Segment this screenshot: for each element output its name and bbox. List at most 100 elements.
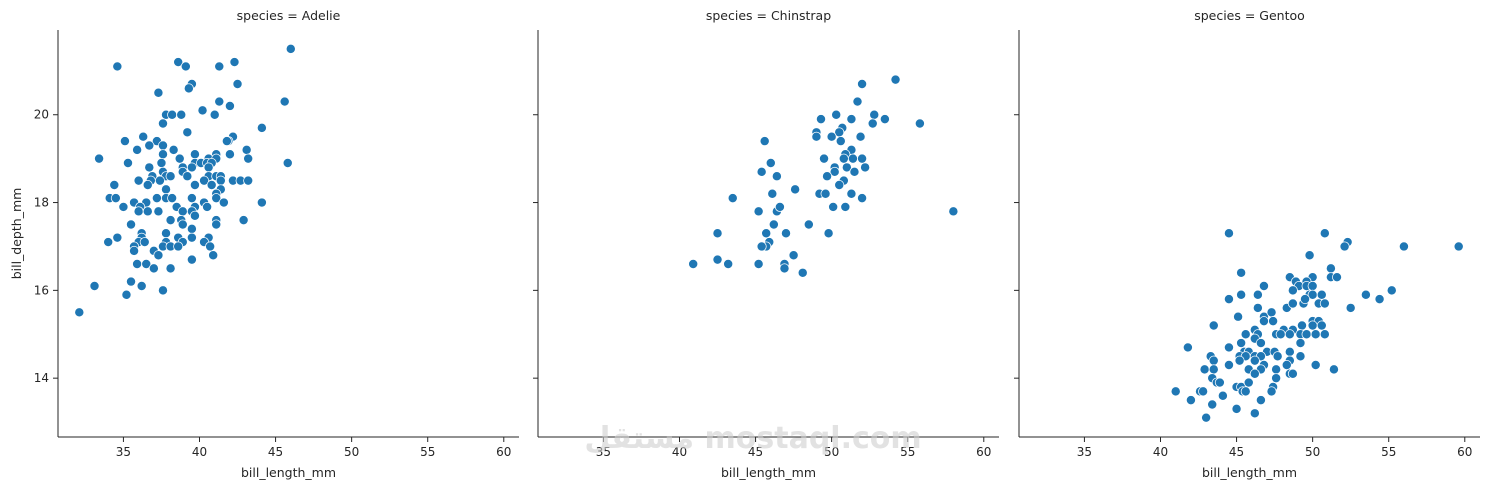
data-point [1231, 403, 1242, 414]
data-point [765, 158, 776, 169]
data-point [206, 180, 217, 190]
data-point [153, 206, 164, 217]
data-point [132, 144, 143, 155]
data-point [189, 149, 200, 160]
data-point [1310, 360, 1321, 370]
data-point [1271, 373, 1282, 384]
data-point [1252, 302, 1263, 313]
facet-panel-2: species = Gentoo 35 40 45 50 55 60 bill_length_… [1014, 8, 1480, 480]
data-point [205, 241, 216, 252]
data-point [202, 201, 213, 212]
data-point [186, 223, 197, 234]
data-point [243, 175, 254, 186]
data-point [1185, 395, 1196, 406]
data-point [168, 144, 179, 155]
data-point [112, 61, 123, 72]
data-point [151, 193, 162, 204]
data-point [1207, 399, 1218, 410]
x-tick-label: 60 [976, 445, 991, 459]
data-point [1345, 302, 1356, 313]
data-point [816, 114, 826, 125]
data-point [1255, 395, 1266, 406]
y-tick-label: 20 [34, 108, 49, 122]
data-point [834, 180, 845, 190]
data-point [1223, 228, 1234, 239]
data-point [109, 180, 120, 190]
data-point [849, 166, 860, 177]
data-point [1319, 228, 1330, 239]
x-tick-label: 45 [268, 445, 283, 459]
data-point [1234, 355, 1245, 366]
x-axis-label: bill_length_mm [1202, 465, 1297, 480]
data-point [1301, 329, 1312, 340]
data-point [1233, 311, 1244, 322]
data-point [790, 184, 801, 195]
data-point [165, 215, 176, 226]
x-tick-label: 35 [596, 445, 611, 459]
data-point [203, 162, 214, 173]
x-tick-label: 55 [900, 445, 915, 459]
data-point [158, 118, 168, 129]
data-point [879, 114, 890, 125]
data-point [241, 144, 252, 155]
data-point [1316, 320, 1327, 331]
x-tick-label: 40 [192, 445, 207, 459]
data-point [211, 219, 222, 230]
data-point [224, 100, 235, 111]
data-point [136, 280, 147, 291]
x-tick-label: 50 [824, 445, 839, 459]
data-point [177, 219, 188, 230]
data-point [838, 153, 849, 164]
data-point [1208, 320, 1219, 331]
data-point [1217, 390, 1228, 401]
data-point [1319, 298, 1330, 309]
data-point [215, 175, 226, 186]
data-point [822, 171, 833, 182]
data-point [285, 43, 296, 54]
data-point [761, 228, 772, 239]
x-tick-label: 45 [1229, 445, 1244, 459]
data-point [1339, 241, 1350, 252]
x-tick-label: 55 [1381, 445, 1396, 459]
data-point [243, 153, 254, 164]
data-point [1258, 316, 1269, 327]
data-point [1223, 294, 1234, 305]
data-point [129, 245, 140, 256]
facet-panel-1: species = Chinstrap 35 40 45 50 55 60 bill_leng… [533, 8, 999, 480]
data-point [829, 166, 840, 177]
data-point [1386, 285, 1397, 296]
x-axis-label: bill_length_mm [241, 465, 336, 480]
data-point [1240, 329, 1251, 340]
watermark: مستقل mostaql.com [584, 421, 921, 456]
data-point [123, 158, 133, 169]
data-point [1284, 329, 1295, 340]
data-point [161, 184, 171, 195]
data-point [820, 188, 831, 199]
data-point [1236, 289, 1247, 300]
data-point [1249, 355, 1260, 366]
data-point [209, 109, 220, 120]
data-point [208, 250, 219, 261]
data-point [229, 57, 240, 68]
data-point [74, 307, 85, 318]
data-point [826, 131, 837, 142]
data-point [841, 162, 852, 173]
data-point [1182, 342, 1193, 353]
data-point [857, 153, 868, 164]
data-point [1249, 408, 1260, 419]
data-point [282, 158, 293, 169]
x-tick-label: 35 [1077, 445, 1092, 459]
data-point [767, 188, 778, 199]
y-tick-label: 18 [34, 196, 49, 210]
data-point [224, 149, 235, 160]
x-tick-label: 50 [1305, 445, 1320, 459]
data-point [1295, 351, 1306, 362]
facet-panel-0: species = Adelie 35 40 45 50 55 60 14 16 18 20 bill… [9, 8, 519, 480]
data-point [133, 175, 144, 186]
data-point [279, 96, 290, 107]
data-point [1266, 307, 1277, 318]
data-point [1208, 355, 1219, 366]
data-point [1398, 241, 1409, 252]
data-point [144, 162, 155, 173]
